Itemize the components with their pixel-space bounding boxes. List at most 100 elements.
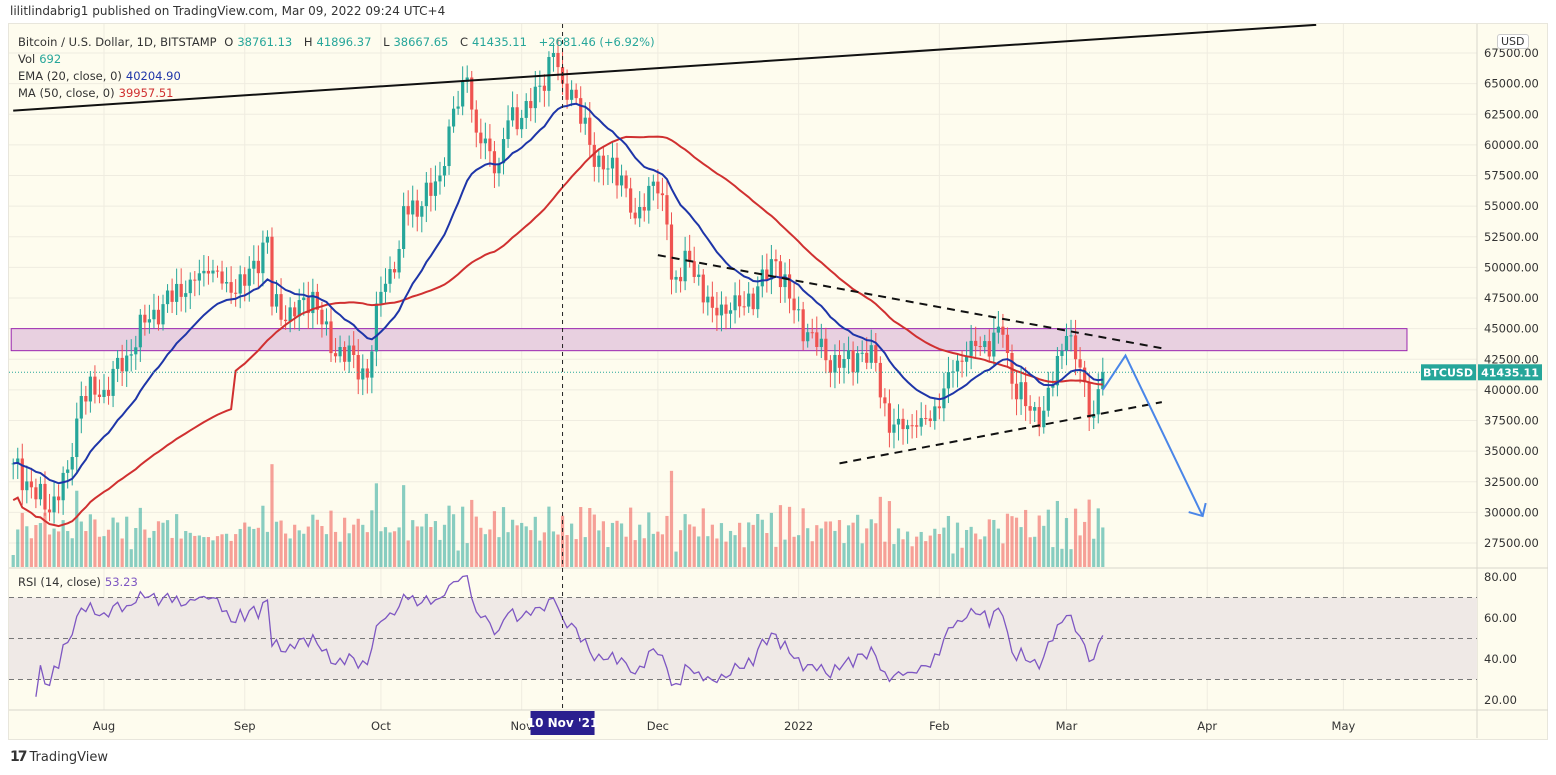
rsi-value: 53.23 bbox=[104, 575, 138, 589]
candle-body bbox=[311, 291, 315, 314]
volume-bar bbox=[942, 527, 946, 567]
volume-bar bbox=[38, 523, 43, 567]
volume-bar bbox=[129, 549, 133, 567]
volume-legend[interactable]: Vol 692 bbox=[18, 52, 65, 66]
candle-body bbox=[1042, 410, 1046, 428]
candle-body bbox=[202, 270, 206, 274]
candle-body bbox=[905, 425, 910, 430]
low-value: 38667.65 bbox=[393, 35, 449, 49]
price-tick-label: 50000.00 bbox=[1484, 260, 1539, 274]
volume-bar bbox=[1024, 509, 1028, 567]
volume-bar bbox=[451, 514, 456, 567]
candle-body bbox=[483, 138, 487, 144]
volume-bar bbox=[465, 543, 469, 567]
tradingview-logo[interactable]: 17 TradingView bbox=[10, 749, 108, 765]
volume-bar bbox=[47, 534, 52, 567]
volume-bar bbox=[597, 530, 601, 567]
volume-bar bbox=[538, 540, 542, 567]
candle-body bbox=[329, 321, 333, 354]
volume-bar bbox=[170, 537, 174, 567]
candle-body bbox=[819, 338, 823, 347]
ma-legend[interactable]: MA (50, close, 0) 39957.51 bbox=[18, 86, 178, 100]
candle-body bbox=[1024, 382, 1028, 407]
volume-bar bbox=[851, 522, 855, 567]
volume-bar bbox=[760, 519, 764, 567]
volume-bar bbox=[456, 550, 460, 567]
volume-bar bbox=[992, 519, 996, 567]
volume-bar bbox=[497, 537, 501, 567]
volume-bar bbox=[1033, 536, 1037, 567]
candle-body bbox=[937, 406, 941, 409]
volume-bar bbox=[501, 507, 506, 567]
candle-body bbox=[138, 314, 142, 348]
candle-body bbox=[815, 332, 819, 347]
volume-bar bbox=[842, 543, 846, 567]
rsi-legend[interactable]: RSI (14, close) 53.23 bbox=[18, 575, 142, 589]
candle-body bbox=[1019, 382, 1023, 400]
candle-body bbox=[556, 53, 560, 68]
volume-bar bbox=[665, 515, 669, 567]
candle-body bbox=[542, 85, 546, 91]
candle-body bbox=[320, 309, 324, 325]
volume-bar bbox=[983, 536, 987, 567]
candle-body bbox=[206, 270, 211, 274]
price-tick-label: 40000.00 bbox=[1484, 383, 1539, 397]
currency-button[interactable]: USD bbox=[1497, 34, 1529, 49]
volume-bar bbox=[406, 540, 410, 567]
candle-body bbox=[974, 340, 978, 347]
candle-body bbox=[270, 236, 274, 307]
volume-bar bbox=[683, 514, 687, 567]
candle-body bbox=[996, 326, 1000, 333]
volume-bar bbox=[143, 529, 147, 567]
candle-body bbox=[933, 406, 937, 422]
vol-label: Vol bbox=[18, 52, 36, 66]
candle-body bbox=[129, 354, 133, 356]
candle-body bbox=[184, 293, 188, 297]
volume-bar bbox=[211, 540, 215, 567]
volume-bar bbox=[306, 526, 310, 567]
volume-bar bbox=[574, 539, 578, 567]
volume-bar bbox=[402, 485, 406, 567]
candle-body bbox=[429, 182, 433, 196]
volume-bar bbox=[229, 540, 233, 567]
volume-bar bbox=[901, 539, 905, 567]
volume-bar bbox=[860, 543, 864, 567]
volume-bar bbox=[778, 505, 783, 567]
volume-bar bbox=[747, 522, 751, 567]
volume-bar bbox=[315, 519, 319, 567]
price-tick-label: 35000.00 bbox=[1484, 444, 1539, 458]
time-tick-label: Aug bbox=[93, 719, 115, 733]
volume-bar bbox=[1005, 513, 1010, 567]
ema-legend[interactable]: EMA (20, close, 0) 40204.90 bbox=[18, 69, 185, 83]
volume-bar bbox=[738, 522, 742, 567]
volume-bar bbox=[792, 536, 796, 567]
candle-body bbox=[592, 144, 596, 167]
candle-body bbox=[651, 181, 655, 186]
volume-bar bbox=[810, 541, 814, 567]
candle-body bbox=[392, 269, 397, 273]
volume-bar bbox=[719, 523, 724, 567]
volume-bar bbox=[706, 536, 710, 567]
candle-body bbox=[946, 372, 951, 389]
candle-body bbox=[234, 292, 238, 294]
high-value: 41896.37 bbox=[316, 35, 372, 49]
candle-body bbox=[983, 341, 987, 347]
candle-body bbox=[883, 397, 887, 404]
volume-bar bbox=[392, 531, 397, 567]
rsi-tick-label: 60.00 bbox=[1484, 611, 1517, 625]
volume-bar bbox=[742, 547, 746, 567]
price-tick-label: 67500.00 bbox=[1484, 46, 1539, 60]
price-tick-label: 32500.00 bbox=[1484, 475, 1539, 489]
volume-bar bbox=[352, 524, 356, 567]
symbol-tag-label: BTCUSD bbox=[1423, 366, 1473, 379]
volume-bar bbox=[333, 531, 338, 567]
candle-body bbox=[116, 357, 120, 369]
ema-label: EMA (20, close, 0) bbox=[18, 69, 122, 83]
candle-body bbox=[347, 345, 351, 362]
volume-bar bbox=[824, 521, 828, 567]
volume-bar bbox=[765, 533, 769, 567]
candle-body bbox=[674, 276, 678, 280]
volume-bar bbox=[583, 537, 587, 567]
candle-body bbox=[193, 279, 197, 281]
